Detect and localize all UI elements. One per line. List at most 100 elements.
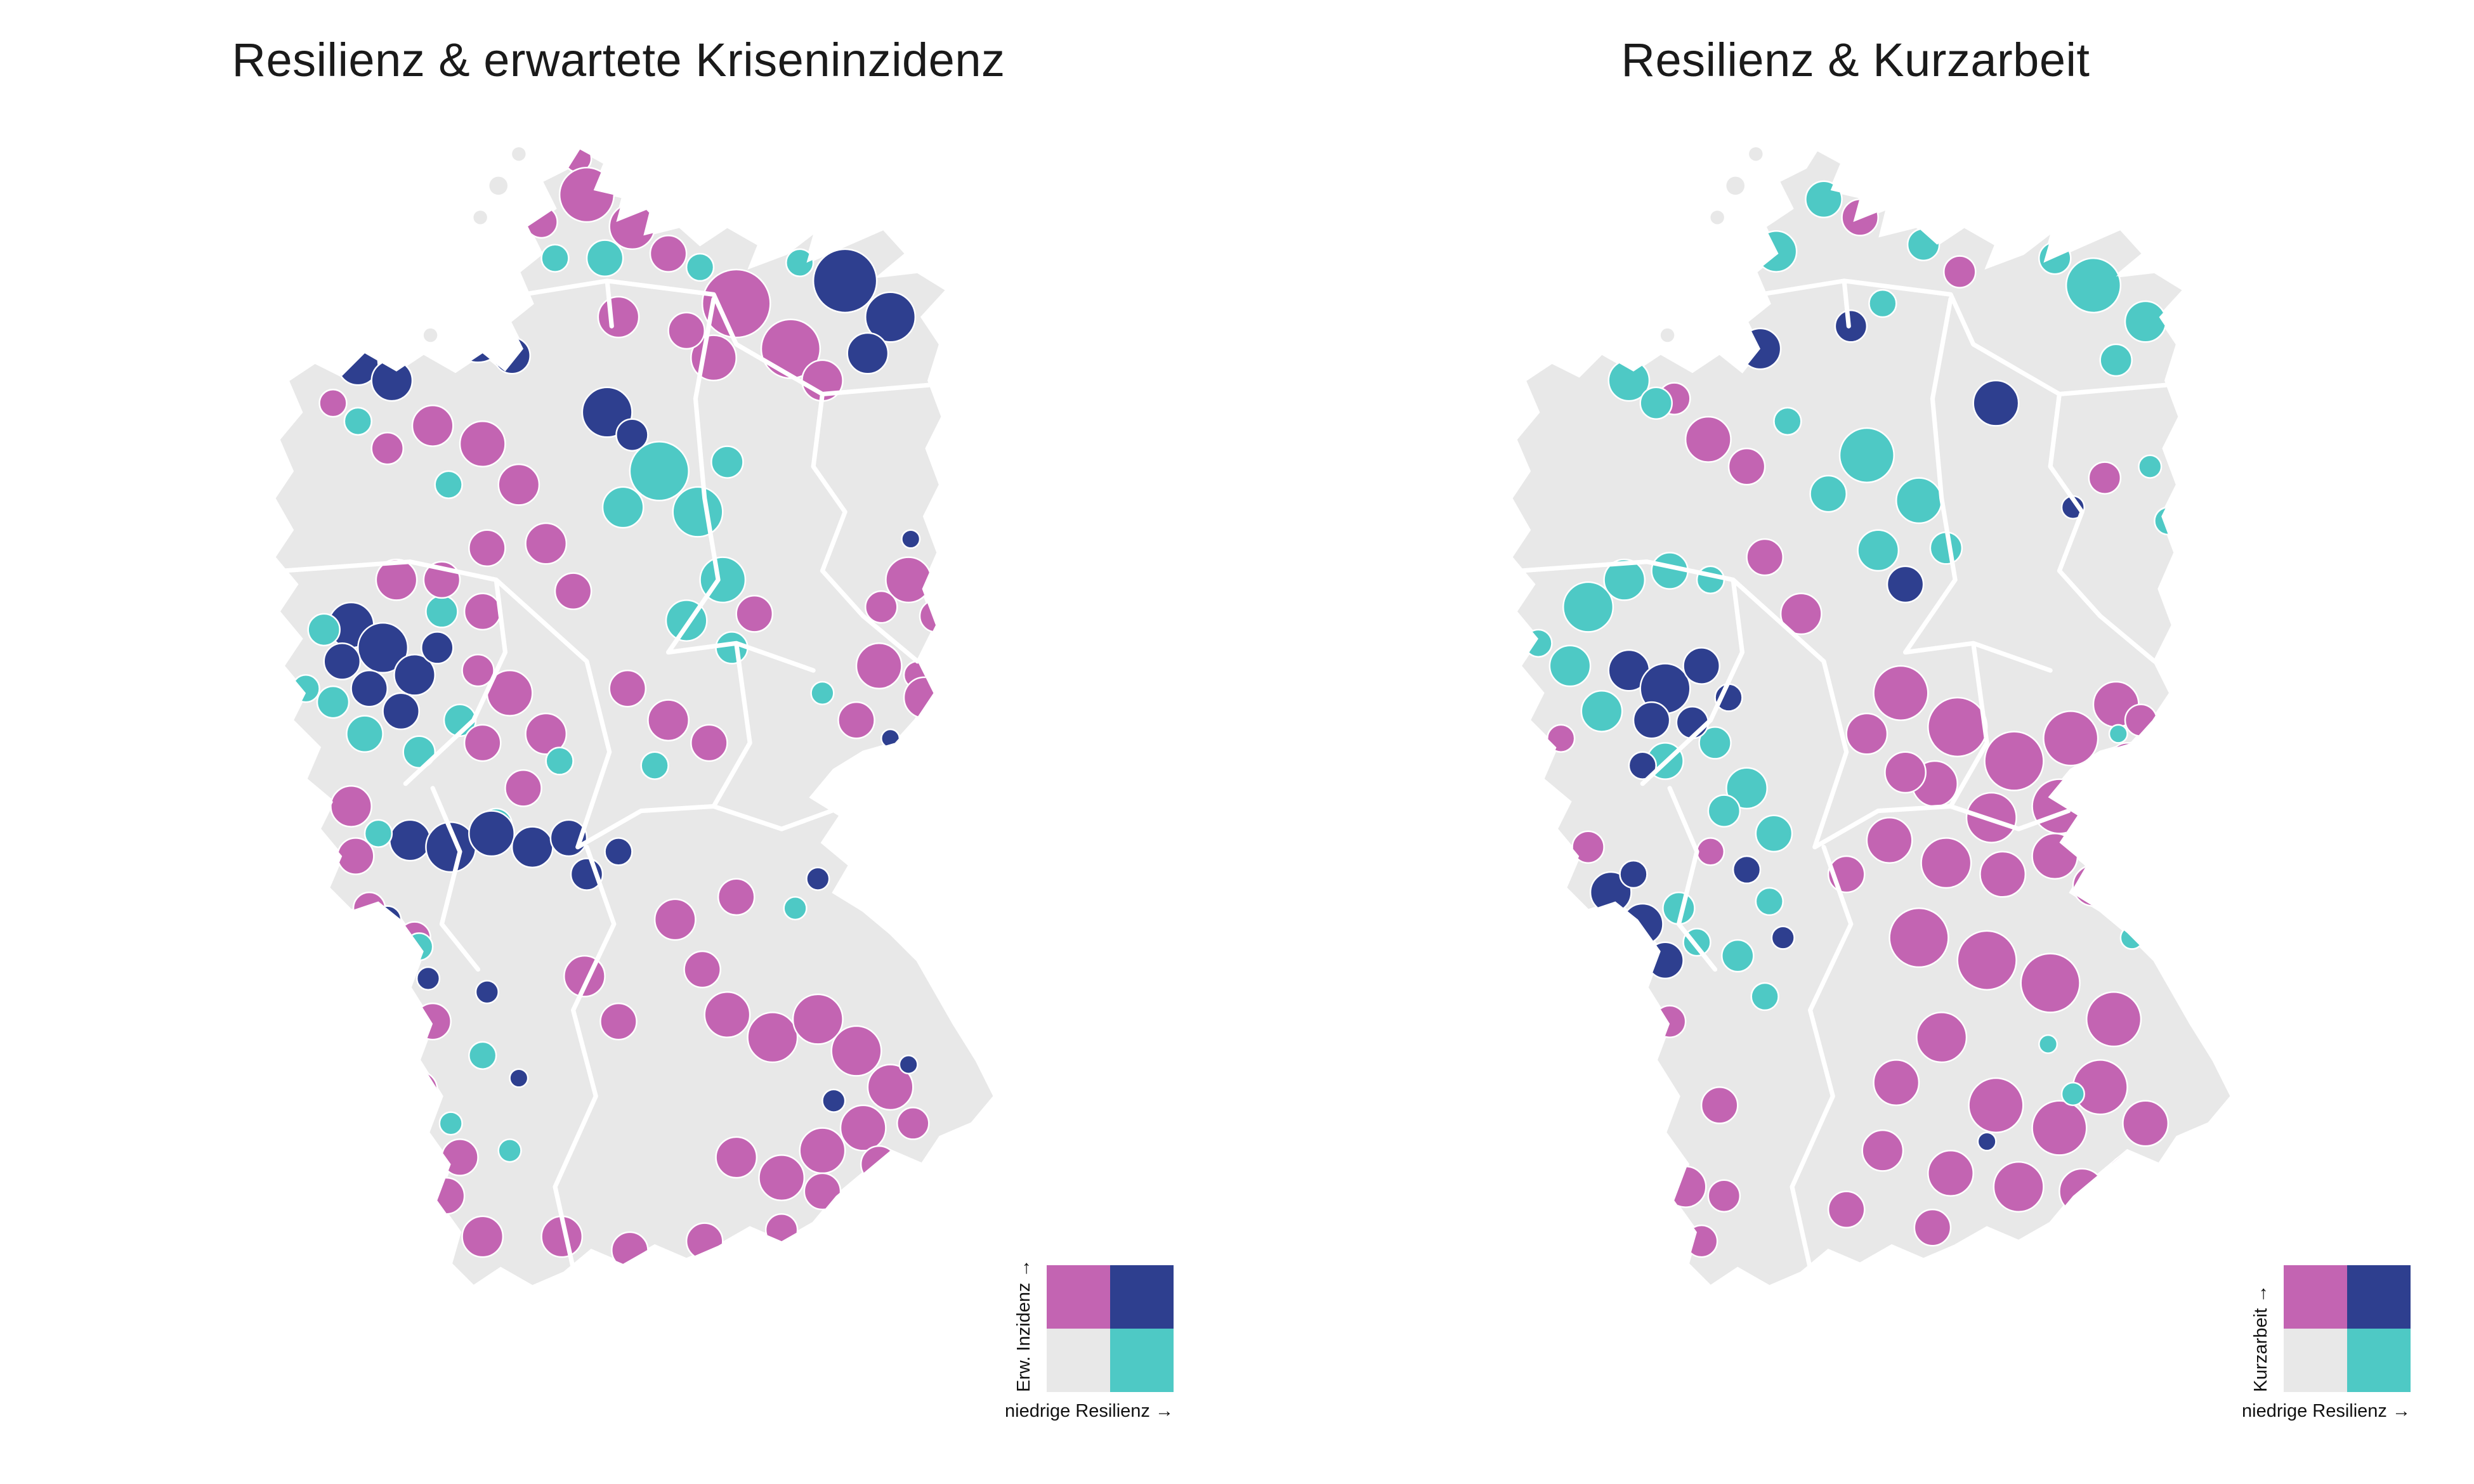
region (2031, 833, 2079, 880)
region (1739, 327, 1782, 370)
region (1603, 558, 1646, 601)
legend-cell-navy (2347, 1265, 2411, 1329)
region (1664, 1166, 1707, 1208)
region (896, 1107, 930, 1140)
region (2020, 953, 2081, 1013)
region (2124, 703, 2158, 737)
legend-x-label-left: niedrige Resilienz → (1005, 1401, 1174, 1421)
region (493, 336, 531, 375)
legend-grid-right (2284, 1265, 2411, 1392)
region (2124, 300, 2167, 343)
region (1548, 644, 1592, 687)
region (1675, 706, 1710, 739)
region (764, 1213, 799, 1247)
region (1746, 538, 1784, 576)
region (2086, 991, 2142, 1048)
legend-cell-gray (1047, 1329, 1110, 1392)
region (830, 1025, 882, 1077)
legend-x-label-right: niedrige Resilienz → (2242, 1401, 2411, 1421)
region (357, 622, 409, 674)
region (855, 642, 903, 689)
region (1868, 289, 1897, 318)
region (792, 993, 844, 1045)
region (735, 595, 774, 633)
region (1972, 379, 2020, 427)
region (1809, 474, 1847, 513)
map-title-left: Resilienz & erwartete Kriseninzidenz (232, 34, 1005, 86)
region (468, 810, 515, 857)
region (685, 252, 715, 282)
bivariate-legend-right: Kurzarbeit → niedrige Resilienz → (2242, 1265, 2411, 1421)
region (1727, 203, 1757, 232)
region (586, 239, 624, 277)
region (330, 785, 372, 828)
region (1977, 1131, 1997, 1152)
region (291, 674, 320, 703)
region (2031, 1100, 2088, 1156)
region (810, 680, 835, 705)
map-title-right: Resilienz & Kurzarbeit (1621, 34, 2090, 86)
region (821, 1088, 846, 1113)
region (1838, 427, 1895, 483)
island (1710, 211, 1724, 225)
region (509, 1068, 529, 1088)
region (1653, 1005, 1687, 1038)
region (1646, 941, 1684, 980)
germany-map-left (143, 127, 1094, 1395)
legend-cell-magenta (1047, 1265, 1110, 1329)
legend-cell-magenta (2284, 1265, 2347, 1329)
region (865, 291, 917, 343)
region (653, 898, 697, 941)
region (316, 685, 350, 719)
region (1684, 415, 1732, 463)
region (1866, 817, 1913, 864)
region (525, 522, 568, 565)
region (2060, 1081, 2085, 1107)
region (1773, 407, 1802, 436)
region (475, 980, 499, 1005)
region (468, 529, 506, 568)
region (497, 1138, 522, 1163)
region (710, 445, 744, 479)
region (1632, 701, 1671, 739)
region (685, 1222, 724, 1260)
region (438, 1111, 463, 1136)
region (434, 470, 463, 499)
region (400, 1071, 438, 1109)
region (318, 389, 348, 418)
region (1861, 1129, 1904, 1172)
region (812, 248, 878, 314)
region (647, 699, 690, 742)
region (667, 311, 705, 350)
island (512, 147, 526, 161)
region (421, 631, 454, 665)
island (489, 176, 507, 195)
region (540, 244, 570, 273)
island (1660, 328, 1675, 342)
map-svg (272, 147, 997, 1289)
region (683, 950, 721, 989)
germany-map-right (1380, 127, 2331, 1395)
region (1698, 726, 1732, 760)
region (1707, 1179, 1741, 1213)
region (1984, 731, 2045, 791)
region (1920, 837, 1972, 889)
region (629, 441, 690, 502)
region (2081, 783, 2128, 830)
legend-cell-navy (1110, 1265, 1174, 1329)
region (1993, 1161, 2045, 1213)
region (497, 463, 540, 506)
region (604, 837, 633, 866)
region (1639, 386, 1673, 420)
region (1628, 751, 1657, 780)
region (747, 1012, 799, 1064)
region (461, 1215, 504, 1258)
region (898, 1055, 919, 1075)
region (463, 592, 502, 631)
region (1956, 930, 2017, 991)
region (837, 701, 875, 739)
region (414, 1002, 452, 1041)
region (504, 769, 542, 807)
region (363, 819, 393, 848)
